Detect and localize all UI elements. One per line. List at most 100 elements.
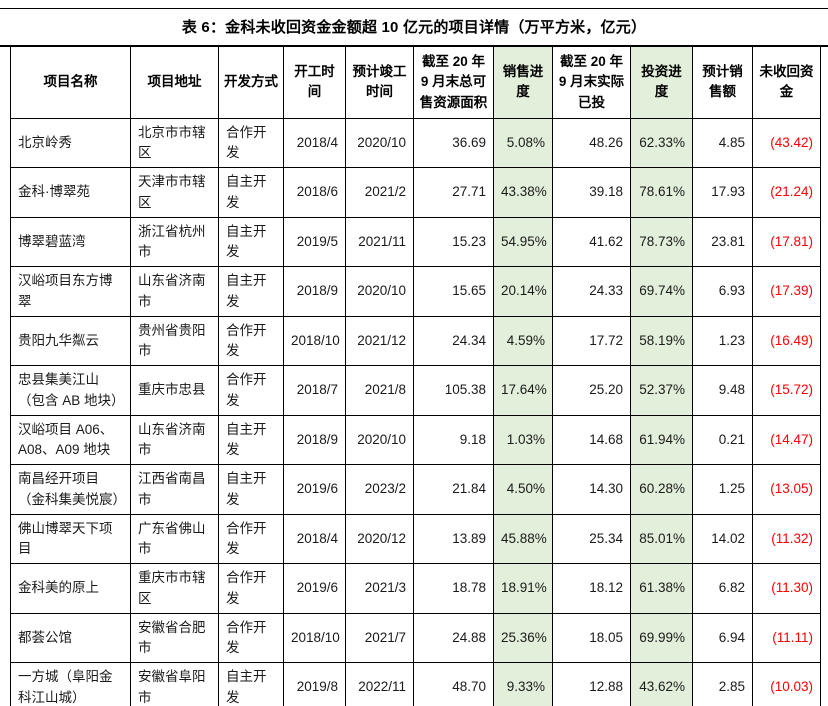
sales-progress-cell: 20.14% [493, 266, 553, 317]
expected-completion-cell: 2021/3 [345, 563, 414, 614]
development-mode-cell: 合作开发 [218, 563, 284, 614]
start-date-cell: 2019/6 [283, 563, 346, 614]
expected-sales-cell: 6.93 [692, 266, 753, 317]
saleable-area-cell: 24.34 [413, 315, 494, 367]
development-mode-cell: 自主开发 [218, 167, 284, 218]
start-date-cell: 2019/5 [283, 216, 346, 268]
investment-progress-cell: 52.37% [630, 365, 693, 416]
investment-progress-cell: 69.74% [630, 266, 693, 317]
investment-progress-cell: 78.73% [630, 216, 693, 268]
unrecovered-funds-cell: (16.49) [752, 315, 821, 367]
sales-progress-cell: 45.88% [493, 513, 553, 565]
unrecovered-funds-cell: (21.24) [752, 167, 821, 218]
sales-progress-cell: 4.59% [493, 315, 553, 367]
investment-progress-cell: 60.28% [630, 464, 693, 515]
investment-progress-cell: 43.62% [630, 662, 693, 706]
name-cell: 忠县集美江山（包含 AB 地块） [10, 365, 131, 416]
name-cell: 一方城（阜阳金科江山城） [10, 662, 131, 706]
expected-sales-cell: 9.48 [692, 365, 753, 416]
expected-sales-cell: 23.81 [692, 216, 753, 268]
address-cell: 重庆市忠县 [130, 365, 219, 416]
sales-progress-cell: 43.38% [493, 167, 553, 218]
start-date-cell: 2018/9 [283, 414, 346, 466]
address-cell: 北京市市辖区 [130, 117, 219, 169]
development-mode-cell: 合作开发 [218, 117, 284, 169]
investment-progress-cell: 69.99% [630, 612, 693, 664]
development-mode-cell: 自主开发 [218, 414, 284, 466]
col-header-project-name: 项目名称 [10, 47, 131, 119]
top-margin [0, 0, 828, 8]
table-row: 一方城（阜阳金科江山城） 安徽省阜阳市 自主开发 2019/8 2022/11 48.70… [10, 662, 821, 706]
development-mode-cell: 自主开发 [218, 216, 284, 268]
development-mode-cell: 合作开发 [218, 315, 284, 367]
actual-invested-cell: 17.72 [552, 315, 631, 367]
header-row: 项目名称 项目地址 开发方式 开工时间 预计竣工时间 截至 20 年 9 月末总… [10, 47, 821, 119]
actual-invested-cell: 12.88 [552, 662, 631, 706]
saleable-area-cell: 9.18 [413, 414, 494, 466]
address-cell: 安徽省合肥市 [130, 612, 219, 664]
unrecovered-funds-cell: (15.72) [752, 365, 821, 416]
actual-invested-cell: 25.34 [552, 513, 631, 565]
saleable-area-cell: 105.38 [413, 365, 494, 416]
address-cell: 广东省佛山市 [130, 513, 219, 565]
sales-progress-cell: 4.50% [493, 464, 553, 515]
name-cell: 汉峪项目东方博翠 [10, 266, 131, 317]
actual-invested-cell: 14.30 [552, 464, 631, 515]
sales-progress-cell: 1.03% [493, 414, 553, 466]
expected-completion-cell: 2023/2 [345, 464, 414, 515]
actual-invested-cell: 14.68 [552, 414, 631, 466]
investment-progress-cell: 58.19% [630, 315, 693, 367]
saleable-area-cell: 13.89 [413, 513, 494, 565]
address-cell: 山东省济南市 [130, 414, 219, 466]
expected-sales-cell: 1.25 [692, 464, 753, 515]
name-cell: 南昌经开项目（金科集美悦宸） [10, 464, 131, 515]
unrecovered-funds-cell: (10.03) [752, 662, 821, 706]
unrecovered-funds-cell: (17.81) [752, 216, 821, 268]
expected-completion-cell: 2021/12 [345, 315, 414, 367]
start-date-cell: 2019/8 [283, 662, 346, 706]
unrecovered-funds-cell: (11.11) [752, 612, 821, 664]
name-cell: 都荟公馆 [10, 612, 131, 664]
expected-completion-cell: 2022/11 [345, 662, 414, 706]
table-row: 南昌经开项目（金科集美悦宸） 江西省南昌市 自主开发 2019/6 2023/2 21.8… [10, 464, 821, 515]
expected-sales-cell: 1.23 [692, 315, 753, 367]
col-header-saleable-area: 截至 20 年 9 月末总可售资源面积 [413, 47, 494, 119]
address-cell: 浙江省杭州市 [130, 216, 219, 268]
col-header-unrecovered-funds: 未收回资金 [752, 47, 821, 119]
projects-table: 项目名称 项目地址 开发方式 开工时间 预计竣工时间 截至 20 年 9 月末总… [10, 47, 821, 706]
actual-invested-cell: 24.33 [552, 266, 631, 317]
start-date-cell: 2018/9 [283, 266, 346, 317]
table-row: 佛山博翠天下项目 广东省佛山市 合作开发 2018/4 2020/12 13.89 45.8… [10, 513, 821, 565]
table-row: 博翠碧蓝湾 浙江省杭州市 自主开发 2019/5 2021/11 15.23 54.95% 4… [10, 216, 821, 268]
name-cell: 贵阳九华粼云 [10, 315, 131, 367]
table-row: 汉峪项目 A06、A08、A09 地块 山东省济南市 自主开发 2018/9 2020/… [10, 414, 821, 466]
development-mode-cell: 自主开发 [218, 464, 284, 515]
sales-progress-cell: 25.36% [493, 612, 553, 664]
saleable-area-cell: 15.23 [413, 216, 494, 268]
unrecovered-funds-cell: (11.30) [752, 563, 821, 614]
table-row: 金科·博翠苑 天津市市辖区 自主开发 2018/6 2021/2 27.71 43.38% 3… [10, 167, 821, 218]
unrecovered-funds-cell: (43.42) [752, 117, 821, 169]
saleable-area-cell: 18.78 [413, 563, 494, 614]
actual-invested-cell: 25.20 [552, 365, 631, 416]
table-row: 北京岭秀 北京市市辖区 合作开发 2018/4 2020/10 36.69 5.08% 48.… [10, 117, 821, 169]
projects-table-body: 北京岭秀 北京市市辖区 合作开发 2018/4 2020/10 36.69 5.08% 48.… [10, 117, 821, 706]
actual-invested-cell: 48.26 [552, 117, 631, 169]
col-header-actual-invested: 截至 20 年 9 月末实际已投 [552, 47, 631, 119]
col-header-start-date: 开工时间 [283, 47, 346, 119]
expected-completion-cell: 2020/10 [345, 117, 414, 169]
development-mode-cell: 自主开发 [218, 266, 284, 317]
address-cell: 天津市市辖区 [130, 167, 219, 218]
name-cell: 金科美的原上 [10, 563, 131, 614]
expected-sales-cell: 14.02 [692, 513, 753, 565]
expected-sales-cell: 6.82 [692, 563, 753, 614]
sales-progress-cell: 17.64% [493, 365, 553, 416]
unrecovered-funds-cell: (14.47) [752, 414, 821, 466]
table-row: 金科美的原上 重庆市市辖区 合作开发 2019/6 2021/3 18.78 18.91% 1… [10, 563, 821, 614]
investment-progress-cell: 78.61% [630, 167, 693, 218]
table-row: 都荟公馆 安徽省合肥市 合作开发 2018/10 2021/7 24.88 25.36% 18… [10, 612, 821, 664]
top-rule [0, 8, 828, 9]
expected-sales-cell: 2.85 [692, 662, 753, 706]
address-cell: 贵州省贵阳市 [130, 315, 219, 367]
development-mode-cell: 合作开发 [218, 365, 284, 416]
